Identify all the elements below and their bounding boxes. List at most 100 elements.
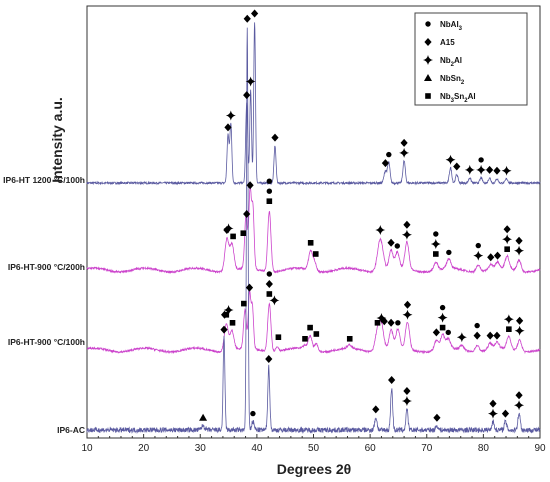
x-tick-label: 30 xyxy=(195,443,207,454)
nb3sn2al-marker xyxy=(230,233,236,240)
nb3sn2al-marker xyxy=(240,230,247,236)
a15-marker xyxy=(486,165,494,174)
a15-marker xyxy=(433,413,441,422)
series-label: IP6-AC xyxy=(57,425,85,435)
nb2al-marker-shape xyxy=(476,164,487,175)
a15-marker xyxy=(432,328,440,337)
nbal3-marker xyxy=(266,188,273,194)
a15-marker xyxy=(486,331,494,340)
nb2al-marker-shape xyxy=(402,309,413,320)
nb2al-marker-shape xyxy=(399,147,410,158)
series-label: IP6-HT 1200 °C/100h xyxy=(3,175,85,185)
a15-marker xyxy=(493,251,502,260)
nbal3-marker xyxy=(475,242,481,249)
legend-label-main: NbAl xyxy=(440,20,459,29)
nbal3-marker xyxy=(478,157,484,163)
nb3sn2al-marker xyxy=(307,324,313,331)
nb2al-marker-shape xyxy=(223,305,234,315)
nb2al-marker xyxy=(456,332,467,343)
nbal3-marker xyxy=(445,329,451,336)
nb2al-marker-shape xyxy=(269,295,280,306)
nb2al-marker xyxy=(445,154,456,165)
a15-marker xyxy=(453,162,461,171)
nb3sn2al-marker xyxy=(313,331,320,337)
nb2al-marker-shape xyxy=(473,250,484,261)
y-axis-title: Intensity a.u. xyxy=(49,97,65,183)
nb3sn2al-marker xyxy=(302,336,308,342)
series-label: IP6-HT-900 °C/100h xyxy=(8,337,85,347)
legend-label-main2: Sn xyxy=(454,92,464,101)
legend-label-main: NbSn xyxy=(440,74,461,83)
x-tick-label: 60 xyxy=(365,443,377,454)
nb2al-marker xyxy=(488,408,499,419)
nb2al-marker-shape xyxy=(430,239,441,249)
a15-marker xyxy=(243,14,251,23)
series-line xyxy=(86,185,541,275)
series-group xyxy=(86,22,541,435)
nbal3-marker xyxy=(474,322,480,329)
nb2al-marker xyxy=(223,223,234,234)
x-tick-label: 80 xyxy=(478,443,490,454)
a15-marker xyxy=(381,159,390,168)
nbal3-marker xyxy=(394,243,401,249)
nbal3-marker xyxy=(266,271,273,277)
legend-label-main: Nb xyxy=(440,92,451,101)
nb3sn2al-marker xyxy=(504,246,510,252)
nb2al-marker-shape xyxy=(445,154,456,165)
x-tick-label: 50 xyxy=(308,443,320,454)
a15-marker xyxy=(403,220,411,229)
x-tick-label: 20 xyxy=(138,443,150,454)
a15-marker xyxy=(516,316,524,325)
nb2al-marker xyxy=(473,250,484,261)
nb3sn2al-marker xyxy=(307,240,314,246)
nb2al-marker xyxy=(514,245,525,256)
nb2al-marker xyxy=(399,147,410,158)
series-label: IP6-HT-900 °C/200h xyxy=(8,262,85,272)
legend-label-sub: 2 xyxy=(461,80,465,86)
nb3sn2al-marker xyxy=(506,326,512,332)
nb2al-marker xyxy=(464,164,475,175)
legend-label-sub2: 2 xyxy=(464,98,468,104)
x-tick-label: 10 xyxy=(81,443,93,454)
nb3sn2al-marker xyxy=(425,93,431,99)
a15-marker xyxy=(243,91,251,100)
a15-marker xyxy=(271,133,279,142)
nb2al-marker xyxy=(225,110,236,121)
nb2al-marker-shape xyxy=(503,314,514,325)
legend-label: A15 xyxy=(440,38,455,47)
nbal3-marker xyxy=(250,410,256,417)
nb3sn2al-marker xyxy=(346,336,353,342)
a15-marker xyxy=(224,123,232,132)
a15-marker xyxy=(489,399,497,408)
nb2al-marker xyxy=(514,325,525,336)
nb2al-marker-shape xyxy=(514,400,525,411)
nb2al-marker-shape xyxy=(488,408,499,419)
series-line xyxy=(86,290,541,355)
x-axis-title: Degrees 2θ xyxy=(277,461,352,477)
a15-marker xyxy=(515,391,523,400)
nb2al-marker xyxy=(501,165,512,176)
nb2al-marker-shape xyxy=(376,313,387,323)
a15-marker xyxy=(503,225,511,234)
series-labels: IP6-HT 1200 °C/100h IP6-HT-900 °C/200h IP6… xyxy=(3,175,85,435)
a15-marker xyxy=(493,166,501,175)
nb2al-marker-shape xyxy=(223,223,234,234)
legend-label: Nb3Sn2Al xyxy=(440,92,476,104)
phase-markers xyxy=(199,9,525,422)
nb3sn2al-marker xyxy=(266,198,273,204)
nbal3-marker xyxy=(446,249,452,256)
legend-label-main: Nb xyxy=(440,56,451,65)
a15-marker xyxy=(387,318,395,327)
nbal3-marker xyxy=(395,320,401,326)
nb2al-marker-shape xyxy=(437,312,448,323)
nbal3-marker xyxy=(425,21,431,27)
legend-label-sub: 3 xyxy=(459,26,463,32)
x-tick-label: 70 xyxy=(421,443,433,454)
nb2al-marker xyxy=(430,239,441,249)
nbal3-marker xyxy=(386,151,392,158)
nb2al-marker-shape xyxy=(514,245,525,256)
x-axis: 10 20 30 40 50 60 70 80 90 xyxy=(81,434,546,454)
a15-marker xyxy=(251,9,259,18)
nb2al-marker-shape xyxy=(245,76,256,87)
